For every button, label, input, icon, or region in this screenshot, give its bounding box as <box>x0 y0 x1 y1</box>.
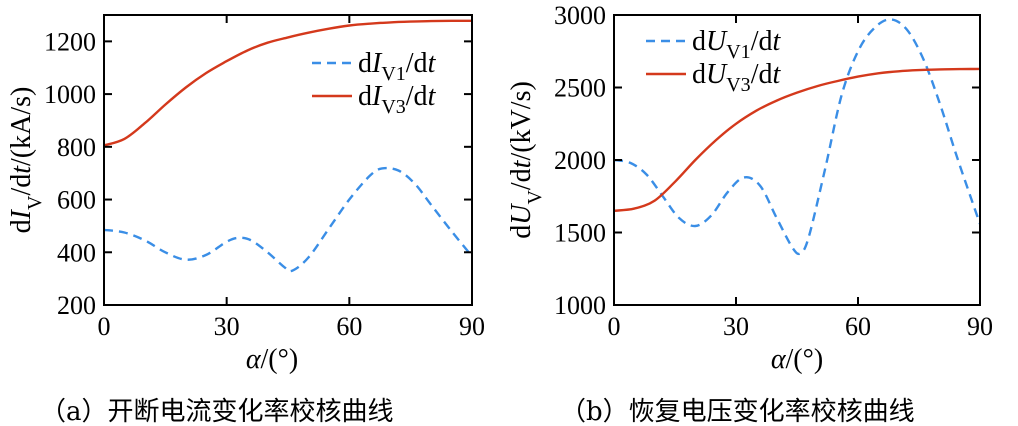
plot-frame-a <box>103 14 473 306</box>
y-tick-label: 1000 <box>44 80 96 109</box>
x-tick-label: 90 <box>967 312 993 341</box>
ticks-a: 0 30 60 90 200 400 600 800 1000 1200 <box>44 15 485 341</box>
legend-label-main: d <box>692 59 706 90</box>
legend-label-sub: V1 <box>726 41 750 63</box>
caption-b: （b）恢复电压变化率校核曲线 <box>560 397 915 426</box>
legend-label-v1: dUV1/dt <box>692 26 781 63</box>
y-tick-label: 2000 <box>554 146 606 175</box>
series-line-v3 <box>104 19 472 147</box>
x-tick-label: 30 <box>723 312 749 341</box>
x-tick-label: 30 <box>214 312 240 341</box>
y-tick-label: 1500 <box>554 219 606 248</box>
series-line-v1 <box>614 18 980 256</box>
legend-label-sub: V3 <box>381 96 405 118</box>
legend-label-v3: dUV3/dt <box>692 59 781 96</box>
y-tick-label: 2500 <box>554 74 606 103</box>
legend-label-var: I <box>371 48 383 79</box>
y-tick-label: 600 <box>57 186 96 215</box>
y-tick-label: 800 <box>57 133 96 162</box>
x-axis-label-a: α/(°) <box>246 344 298 375</box>
legend-label-main: d <box>358 81 372 112</box>
plot-frame-b <box>613 14 981 306</box>
legend-label-var: I <box>371 81 383 112</box>
legend-label-tail: /d <box>406 48 428 79</box>
x-tick-label: 60 <box>845 312 871 341</box>
legend-label-v1: dIV1/dt <box>358 48 437 85</box>
legend-label-main: d <box>358 48 372 79</box>
chart-panel-a: 0 30 60 90 200 400 600 800 1000 1200 α/(°) dIV/dt… <box>6 14 485 426</box>
legend-label-tail-var: t <box>772 59 781 90</box>
legend-label-sub: V3 <box>726 74 750 96</box>
x-tick-label: 0 <box>608 312 621 341</box>
series-line-v1 <box>104 166 472 273</box>
x-tick-label: 0 <box>98 312 111 341</box>
legend-label-v3: dIV3/dt <box>358 81 437 118</box>
x-axis-label-b: α/(°) <box>771 344 823 375</box>
legend-label-tail: /d <box>751 26 773 57</box>
legend-label-main: d <box>692 26 706 57</box>
legend-label-tail-var: t <box>428 48 437 79</box>
series-layer-b <box>614 18 980 256</box>
y-tick-label: 200 <box>57 291 96 320</box>
legend-label-tail: /d <box>406 81 428 112</box>
y-tick-label: 3000 <box>554 1 606 30</box>
legend-label-sub: V1 <box>381 63 405 85</box>
series-layer-a <box>104 19 472 273</box>
ticks-b: 0 30 60 90 1000 1500 2000 2500 3000 <box>554 1 993 341</box>
y-axis-label-b: dUV/dt/(kV/s) <box>506 81 546 239</box>
legend-label-var: U <box>706 59 728 90</box>
legend-label-tail: /d <box>751 59 773 90</box>
x-tick-label: 60 <box>336 312 362 341</box>
y-tick-label: 1200 <box>44 27 96 56</box>
series-line-v3 <box>614 67 980 212</box>
y-tick-label: 400 <box>57 238 96 267</box>
legend-label-var: U <box>706 26 728 57</box>
x-tick-label: 90 <box>459 312 485 341</box>
y-tick-label: 1000 <box>554 291 606 320</box>
caption-a: （a）开断电流变化率校核曲线 <box>40 397 394 426</box>
legend-label-tail-var: t <box>772 26 781 57</box>
chart-panel-b: 0 30 60 90 1000 1500 2000 2500 3000 α/(°) dUV/dt… <box>506 1 993 426</box>
y-axis-label-a: dIV/dt/(kA/s) <box>6 87 46 234</box>
legend-label-tail-var: t <box>428 81 437 112</box>
